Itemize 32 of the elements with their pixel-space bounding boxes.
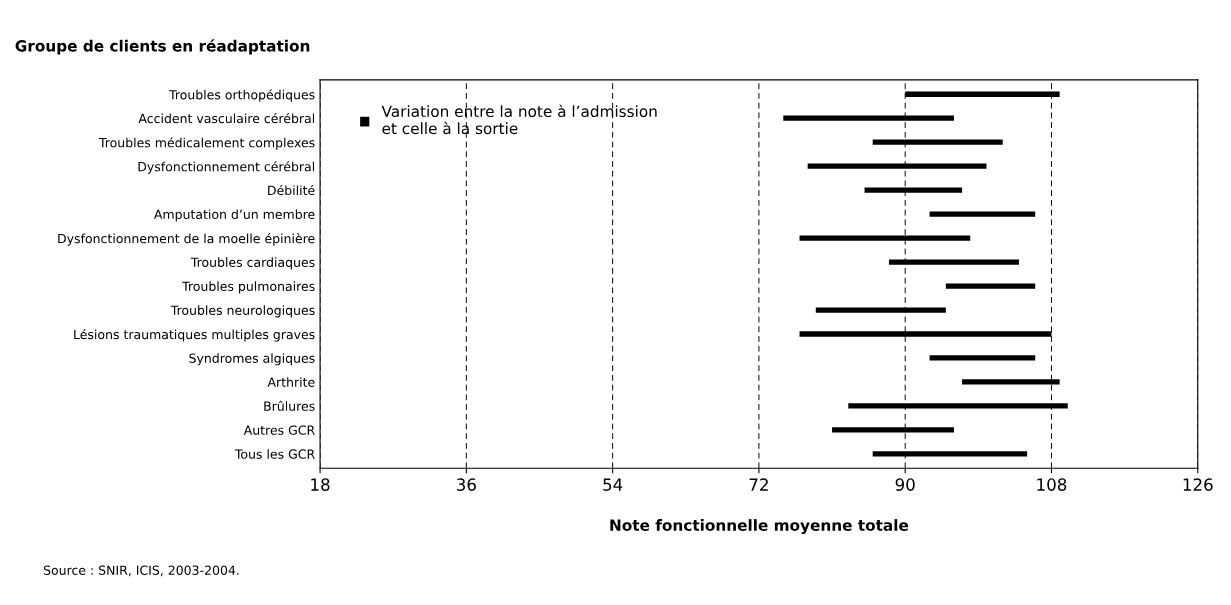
x-tick-label: 90 bbox=[895, 478, 915, 491]
bar bbox=[905, 91, 1060, 97]
x-tick-label: 54 bbox=[603, 478, 623, 491]
y-tick-label: Débilité bbox=[268, 184, 315, 196]
x-tick-label: 72 bbox=[749, 478, 768, 491]
y-tick-label: Amputation d’un membre bbox=[153, 209, 315, 222]
legend-label: Variation entre la note à l’admission et celle à la sortie bbox=[381, 104, 657, 135]
x-tick-label: 18 bbox=[311, 478, 330, 491]
y-tick-label: Troubles cardiaques bbox=[190, 257, 315, 270]
y-tick-label: Troubles neurologiques bbox=[170, 305, 315, 318]
y-tick-label: Autres GCR bbox=[243, 425, 315, 435]
text: Groupe de clients en réadaptation bbox=[15, 39, 310, 55]
bar bbox=[929, 211, 1036, 217]
bar bbox=[962, 379, 1060, 385]
bar bbox=[929, 355, 1036, 361]
bar bbox=[945, 283, 1036, 289]
y-tick-label: Dysfonctionnement de la moelle épinière bbox=[58, 233, 315, 246]
x-tick-label: 126 bbox=[1183, 478, 1213, 491]
y-tick-label: Troubles pulmonaires bbox=[182, 281, 315, 294]
y-tick-label: Syndromes algiques bbox=[189, 353, 315, 366]
y-tick-label: Troubles médicalement complexes bbox=[98, 137, 315, 150]
y-tick-label: Troubles orthopédiques bbox=[169, 89, 315, 102]
y-tick-label: Accident vasculaire cérébral bbox=[138, 112, 315, 124]
x-axis-title: Note fonctionnelle moyenne totale bbox=[610, 519, 909, 535]
y-tick-label: Dysfonctionnement cérébral bbox=[138, 161, 315, 174]
x-tick-label: 108 bbox=[1037, 478, 1067, 491]
source-note: Source : SNIR, ICIS, 2003-2004. bbox=[43, 565, 239, 577]
y-tick-label: Tous les GCR bbox=[234, 449, 315, 459]
y-tick-label: Brûlures bbox=[264, 400, 315, 411]
y-tick-label: Lésions traumatiques multiples graves bbox=[74, 329, 315, 342]
y-tick-label: Arthrite bbox=[267, 377, 315, 387]
x-tick-label: 36 bbox=[457, 478, 476, 491]
